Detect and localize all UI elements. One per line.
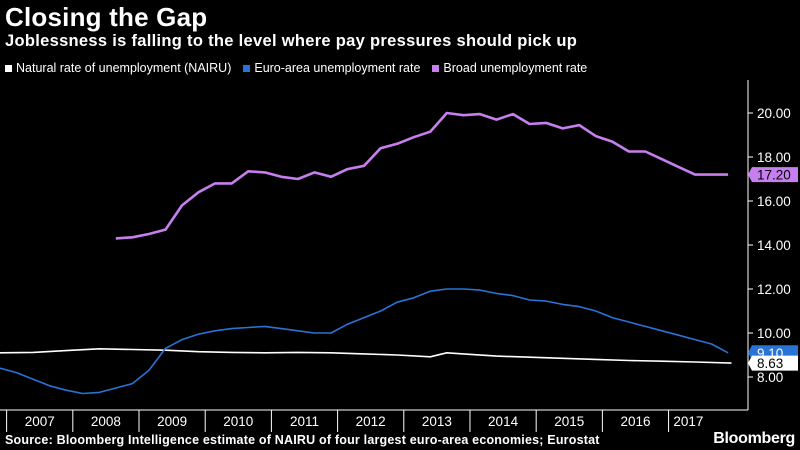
y-tick-label: 18.00: [757, 150, 791, 165]
y-tick-label: 12.00: [757, 282, 791, 297]
series-line-euro-area: [0, 288, 729, 395]
chart-title: Closing the Gap: [5, 2, 208, 32]
series-line-nairu: [0, 347, 732, 364]
y-tick-label: 16.00: [757, 194, 791, 209]
x-tick-label: 2017: [673, 414, 703, 429]
legend-item-euro-area: Euro-area unemployment rate: [243, 61, 420, 75]
source-note: Source: Bloomberg Intelligence estimate …: [5, 433, 600, 447]
end-label-bg-nairu: [748, 355, 798, 371]
legend-item-broad: Broad unemployment rate: [432, 61, 587, 75]
legend-swatch-broad: [432, 64, 440, 72]
y-tick-label: 14.00: [757, 238, 791, 253]
x-tick-label: 2012: [356, 414, 386, 429]
legend-swatch-euro-area: [243, 64, 251, 72]
x-tick-label: 2008: [91, 414, 121, 429]
legend-label-nairu: Natural rate of unemployment (NAIRU): [16, 61, 232, 75]
x-tick-label: 2010: [223, 414, 253, 429]
end-label-nairu: 8.63: [757, 356, 783, 371]
legend-label-euro-area: Euro-area unemployment rate: [254, 61, 421, 75]
x-tick-label: 2011: [290, 414, 319, 429]
y-tick-label: 20.00: [757, 106, 791, 121]
legend: Natural rate of unemployment (NAIRU) Eur…: [5, 61, 587, 75]
end-label-broad: 17.20: [757, 168, 791, 183]
y-tick-label: 8.00: [757, 370, 783, 385]
legend-item-nairu: Natural rate of unemployment (NAIRU): [5, 61, 231, 75]
y-tick-label: 10.00: [757, 326, 791, 341]
x-tick-label: 2015: [554, 414, 584, 429]
chart-subtitle: Joblessness is falling to the level wher…: [5, 32, 578, 50]
x-tick-label: 2007: [25, 414, 55, 429]
legend-label-broad: Broad unemployment rate: [443, 61, 588, 75]
x-tick-label: 2013: [422, 414, 452, 429]
x-tick-label: 2014: [488, 414, 519, 429]
end-label-bg-broad: [748, 167, 798, 183]
x-tick-label: 2016: [620, 414, 650, 429]
series-line-broad: [115, 111, 729, 240]
brand-logo: Bloomberg: [713, 430, 795, 447]
x-tick-label: 2009: [157, 414, 187, 429]
legend-swatch-nairu: [5, 64, 12, 72]
